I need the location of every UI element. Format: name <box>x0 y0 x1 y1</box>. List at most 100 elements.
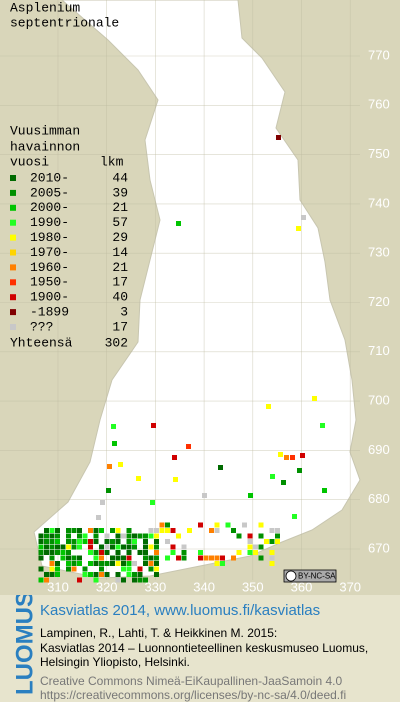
occurrence-square <box>104 550 110 555</box>
y-tick-label: 680 <box>368 491 390 506</box>
occurrence-square <box>143 539 148 544</box>
occurrence-square <box>143 544 148 550</box>
occurrence-square <box>266 404 271 409</box>
occurrence-square <box>93 550 99 555</box>
occurrence-square <box>209 528 214 533</box>
occurrence-square <box>115 539 121 544</box>
occurrence-square <box>269 555 275 561</box>
occurrence-square <box>126 561 132 566</box>
occurrence-square <box>49 572 55 577</box>
link[interactable]: Kasviatlas 2014, www.luomus.fi/kasviatla… <box>40 602 321 619</box>
occurrence-square <box>49 539 55 544</box>
occurrence-square <box>71 528 77 533</box>
occurrence-square <box>44 544 49 550</box>
occurrence-square <box>49 544 55 550</box>
total-count: 302 <box>105 335 128 350</box>
legend-label: 1980- <box>30 230 69 245</box>
occurrence-square <box>88 544 93 550</box>
occurrence-square <box>38 555 44 561</box>
legend-swatch <box>10 189 16 196</box>
legend-heading: Vuusimman <box>10 123 80 138</box>
occurrence-square <box>77 555 82 561</box>
x-tick-label: 320 <box>96 579 118 594</box>
occurrence-square <box>99 544 104 550</box>
license: https://creativecommons.org/licenses/by-… <box>40 688 347 702</box>
occurrence-square <box>275 533 280 539</box>
occurrence-square <box>236 550 242 555</box>
occurrence-square <box>110 555 115 561</box>
legend-swatch <box>10 204 16 211</box>
occurrence-square <box>137 572 143 577</box>
occurrence-square <box>55 533 60 539</box>
occurrence-square <box>176 221 181 226</box>
occurrence-square <box>154 555 159 561</box>
legend-count: 40 <box>112 290 128 305</box>
occurrence-square <box>187 528 192 533</box>
occurrence-square <box>93 577 99 583</box>
occurrence-square <box>66 544 71 550</box>
occurrence-square <box>148 555 154 561</box>
occurrence-square <box>38 566 44 572</box>
occurrence-square <box>165 522 170 528</box>
occurrence-square <box>143 550 148 555</box>
occurrence-square <box>148 533 154 539</box>
occurrence-square <box>96 515 101 520</box>
occurrence-square <box>137 577 143 583</box>
occurrence-square <box>231 555 236 561</box>
occurrence-square <box>214 522 220 528</box>
occurrence-square <box>49 566 55 572</box>
occurrence-square <box>71 561 77 566</box>
occurrence-square <box>136 476 141 481</box>
occurrence-square <box>77 528 82 533</box>
legend-label: 1960- <box>30 260 69 275</box>
occurrence-square <box>154 572 159 577</box>
occurrence-square <box>82 572 88 577</box>
occurrence-square <box>165 539 170 544</box>
occurrence-square <box>71 566 77 572</box>
occurrence-square <box>154 544 159 550</box>
occurrence-square <box>126 533 132 539</box>
occurrence-square <box>247 550 253 555</box>
legend-count: 14 <box>112 245 128 260</box>
occurrence-square <box>49 528 55 533</box>
occurrence-square <box>93 539 99 544</box>
legend-swatch <box>10 249 16 256</box>
legend-label: 2005- <box>30 185 69 200</box>
occurrence-square <box>66 561 71 566</box>
occurrence-square <box>121 533 126 539</box>
occurrence-square <box>77 577 82 583</box>
occurrence-square <box>132 539 137 544</box>
occurrence-square <box>93 533 99 539</box>
occurrence-square <box>104 539 110 544</box>
legend-label: 1950- <box>30 275 69 290</box>
occurrence-square <box>115 550 121 555</box>
occurrence-square <box>44 528 49 533</box>
occurrence-square <box>88 550 93 555</box>
legend-count: 17 <box>112 319 128 334</box>
occurrence-square <box>159 522 165 528</box>
occurrence-square <box>264 539 269 544</box>
occurrence-square <box>107 464 112 469</box>
occurrence-square <box>137 533 143 539</box>
occurrence-square <box>110 544 115 550</box>
occurrence-square <box>121 555 126 561</box>
map: 770 760 750 740 730 720 710 700 690 680 670 310 320 3… <box>0 0 400 595</box>
occurrence-square <box>115 577 121 583</box>
occurrence-square <box>115 561 121 566</box>
occurrence-square <box>126 539 132 544</box>
occurrence-square <box>253 544 258 550</box>
occurrence-square <box>132 544 137 550</box>
occurrence-square <box>214 528 220 533</box>
occurrence-square <box>55 561 60 566</box>
occurrence-square <box>77 533 82 539</box>
occurrence-square <box>186 444 191 449</box>
occurrence-square <box>71 539 77 544</box>
occurrence-square <box>106 488 111 493</box>
occurrence-square <box>71 555 77 561</box>
occurrence-square <box>121 577 126 583</box>
legend-heading: havainnon <box>10 139 80 154</box>
occurrence-square <box>104 572 110 577</box>
occurrence-square <box>269 528 275 533</box>
occurrence-square <box>82 539 88 544</box>
occurrence-square <box>126 528 132 533</box>
